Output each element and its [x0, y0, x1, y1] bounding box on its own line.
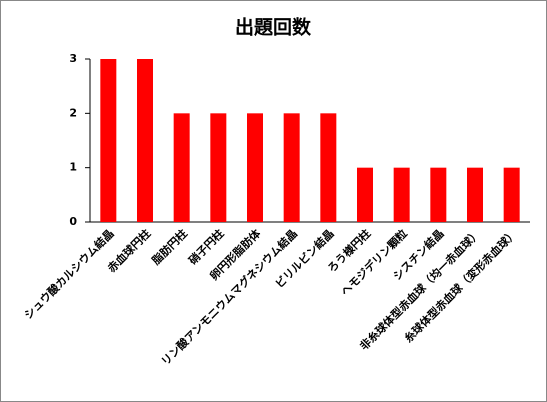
bar [247, 113, 263, 222]
bar [320, 113, 337, 222]
y-tick-label: 2 [69, 106, 77, 119]
bar [503, 167, 520, 222]
bar [283, 113, 300, 222]
bar [210, 113, 227, 222]
bar [430, 167, 447, 222]
chart-title: 出題回数 [235, 16, 312, 39]
y-tick-label: 1 [69, 161, 77, 174]
y-tick-label: 0 [69, 215, 77, 228]
y-tick-label: 3 [69, 52, 77, 65]
bar [173, 113, 190, 222]
bar [137, 59, 153, 222]
bar [467, 167, 483, 222]
bar [100, 59, 117, 222]
bar [393, 167, 410, 222]
bar [357, 167, 373, 222]
